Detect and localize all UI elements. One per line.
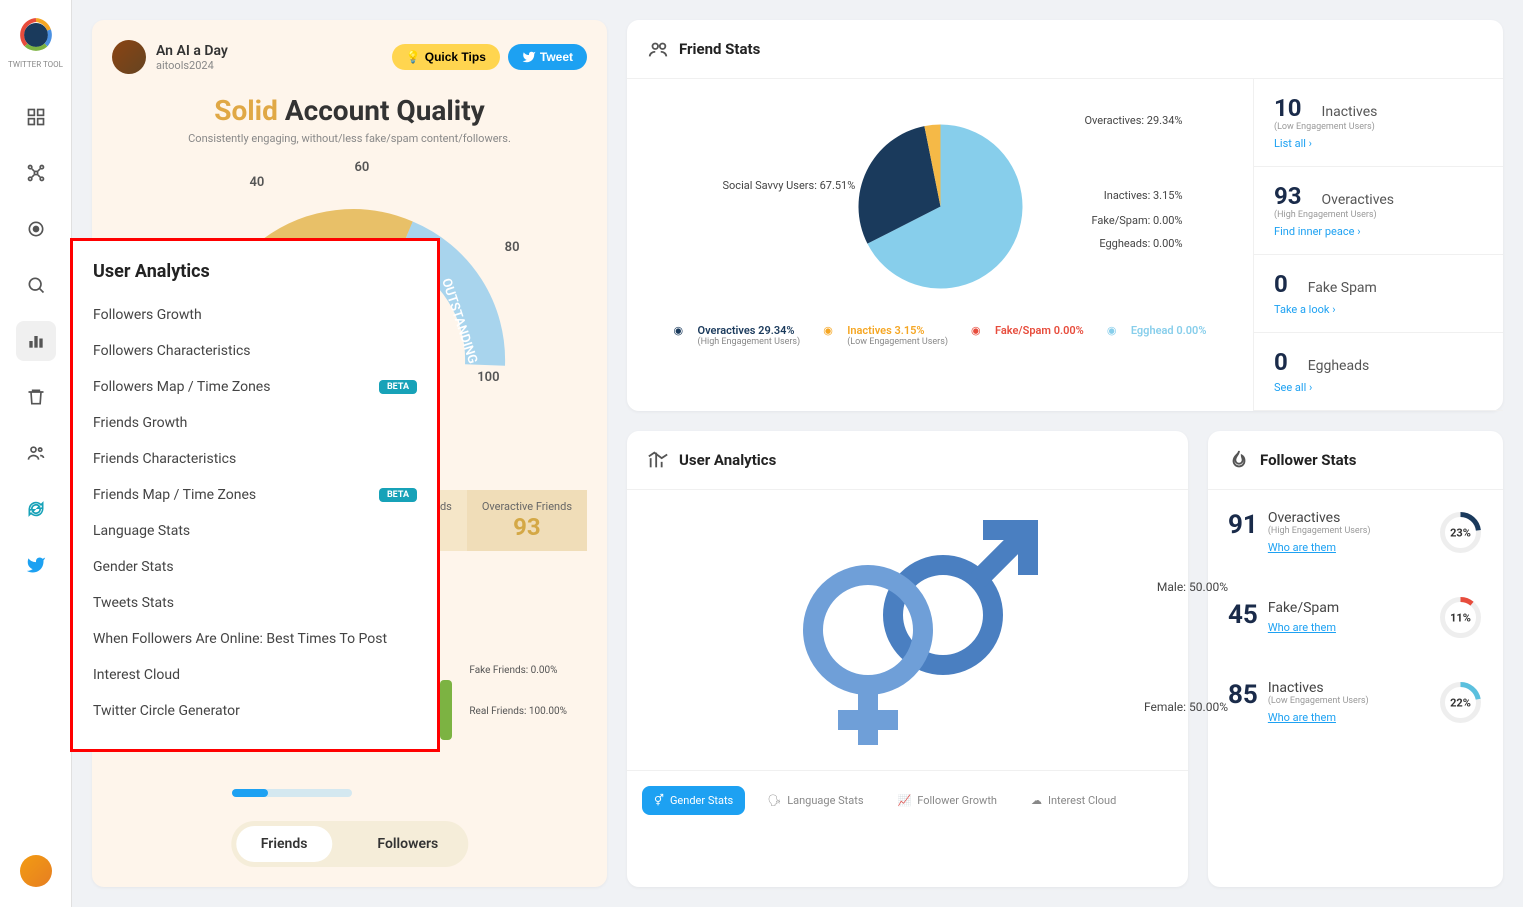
legend-item: ◉Overactives 29.34%(High Engagement User… — [674, 324, 801, 347]
user-analytics-card: User Analytics Male: 50.00% Female — [627, 431, 1188, 887]
nav-network-icon[interactable] — [16, 153, 56, 193]
gender-tab[interactable]: 📈Follower Growth — [886, 786, 1009, 815]
progress-bar — [232, 789, 352, 797]
legend-item: ◉Inactives 3.15%(Low Engagement Users) — [823, 324, 948, 347]
legend-item: ◉Fake/Spam 0.00% — [971, 324, 1084, 347]
popup-item[interactable]: Friends Growth — [93, 405, 417, 441]
brand-text: TWITTER TOOL — [8, 60, 63, 69]
tab-friends[interactable]: Friends — [236, 826, 333, 862]
follower-stats-title: Follower Stats — [1260, 451, 1356, 469]
user-analytics-title: User Analytics — [679, 451, 776, 469]
popup-title: User Analytics — [93, 261, 417, 282]
stat-box-link[interactable]: See all › — [1274, 381, 1312, 394]
stat-box: 93Overactives(High Engagement Users)Find… — [1254, 167, 1503, 255]
friend-pie-chart: Social Savvy Users: 67.51% Overactives: … — [853, 119, 1028, 294]
nav-trash-icon[interactable] — [16, 377, 56, 417]
gauge-tick-80: 80 — [505, 240, 520, 255]
legend-item: ◉Egghead 0.00% — [1107, 324, 1207, 347]
quick-tips-button[interactable]: 💡 Quick Tips — [392, 44, 500, 70]
fs-link[interactable]: Who are them — [1268, 711, 1336, 724]
follower-stats-card: Follower Stats 91Overactives(High Engage… — [1208, 431, 1503, 887]
friend-stats-card: Friend Stats Social Savvy Users: 67.51% … — [627, 20, 1503, 411]
gender-tabs: ⚥Gender Stats 🗣Language Stats 📈Follower Gr… — [627, 770, 1188, 830]
follower-stat-item: 85Inactives(Low Engagement Users)Who are… — [1208, 660, 1503, 745]
nav-dashboard-icon[interactable] — [16, 97, 56, 137]
friends-icon — [647, 38, 669, 60]
friend-legend: ◉Overactives 29.34%(High Engagement User… — [647, 314, 1233, 357]
stat-box: 0Fake SpamTake a look › — [1254, 255, 1503, 333]
popup-item[interactable]: Tweets Stats — [93, 585, 417, 621]
quality-title: Solid Account Quality — [112, 94, 587, 127]
popup-item[interactable]: Friends Characteristics — [93, 441, 417, 477]
gender-tab[interactable]: ⚥Gender Stats — [642, 786, 745, 815]
gender-tab[interactable]: 🗣Language Stats — [755, 786, 875, 815]
stat-box-link[interactable]: List all › — [1274, 137, 1312, 150]
friends-followers-tabs: Friends Followers — [231, 821, 468, 867]
popup-item[interactable]: Twitter Circle Generator — [93, 693, 417, 729]
popup-item[interactable]: Followers Map / Time ZonesBETA — [93, 369, 417, 405]
tweet-button[interactable]: Tweet — [508, 44, 587, 70]
quality-subtitle: Consistently engaging, without/less fake… — [112, 132, 587, 145]
stat-box-link[interactable]: Take a look › — [1274, 303, 1336, 316]
follower-stat-item: 91Overactives(High Engagement Users)Who … — [1208, 490, 1503, 575]
stat-box-link[interactable]: Find inner peace › — [1274, 225, 1361, 238]
gauge-tick-40: 40 — [250, 175, 265, 190]
fake-real-labels: Fake Friends: 0.00% Real Friends: 100.00… — [469, 635, 567, 747]
popup-item[interactable]: When Followers Are Online: Best Times To… — [93, 621, 417, 657]
sidebar: TWITTER TOOL — [0, 0, 72, 907]
stat-box: 10Inactives(Low Engagement Users)List al… — [1254, 79, 1503, 167]
stat-box: 0EggheadsSee all › — [1254, 333, 1503, 411]
profile-avatar-icon — [112, 40, 146, 74]
nav-target-icon[interactable] — [16, 209, 56, 249]
follower-stat-item: 45Fake/SpamWho are them11% — [1208, 575, 1503, 660]
user-avatar-icon[interactable] — [20, 855, 52, 887]
profile-name: An AI a Day — [156, 43, 228, 59]
gender-chart: Male: 50.00% Female: 50.00% — [627, 490, 1188, 770]
female-label: Female: 50.00% — [1144, 700, 1228, 714]
profile-handle: aitools2024 — [156, 59, 228, 72]
user-analytics-popup: User Analytics Followers GrowthFollowers… — [70, 238, 440, 752]
popup-item[interactable]: Interest Cloud — [93, 657, 417, 693]
popup-item[interactable]: Friends Map / Time ZonesBETA — [93, 477, 417, 513]
gauge-tick-100: 100 — [477, 370, 499, 385]
gauge-tick-60: 60 — [355, 160, 370, 175]
profile-block: An AI a Day aitools2024 — [112, 40, 228, 74]
popup-item[interactable]: Gender Stats — [93, 549, 417, 585]
male-label: Male: 50.00% — [1157, 580, 1228, 594]
popup-item[interactable]: Followers Characteristics — [93, 333, 417, 369]
popup-item[interactable]: Language Stats — [93, 513, 417, 549]
fs-link[interactable]: Who are them — [1268, 621, 1336, 634]
tab-followers[interactable]: Followers — [352, 826, 463, 862]
nav-search-icon[interactable] — [16, 265, 56, 305]
nav-refresh-icon[interactable] — [16, 489, 56, 529]
friend-stat-boxes: 10Inactives(Low Engagement Users)List al… — [1253, 79, 1503, 411]
brand-logo — [16, 15, 56, 55]
nav-analytics-icon[interactable] — [16, 321, 56, 361]
fire-icon — [1228, 449, 1250, 471]
popup-item[interactable]: Followers Growth — [93, 297, 417, 333]
fs-link[interactable]: Who are them — [1268, 541, 1336, 554]
friend-stats-title: Friend Stats — [679, 40, 760, 58]
analytics-icon — [647, 449, 669, 471]
gender-tab[interactable]: ☁Interest Cloud — [1019, 786, 1128, 815]
nav-people-icon[interactable] — [16, 433, 56, 473]
nav-twitter-icon[interactable] — [16, 545, 56, 585]
